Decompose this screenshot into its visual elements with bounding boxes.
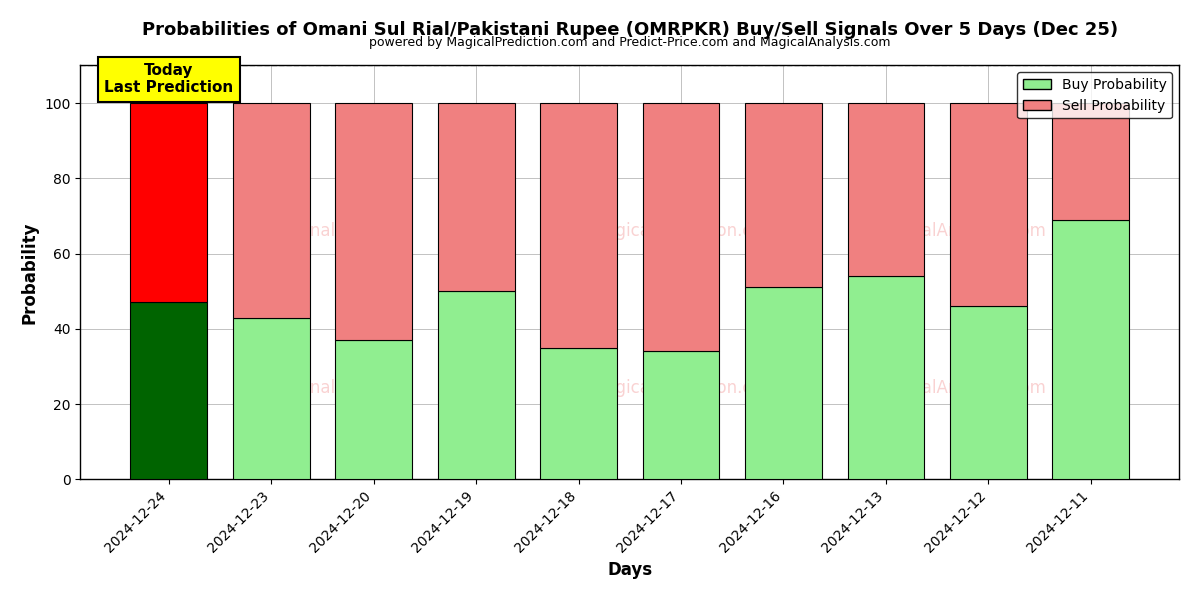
Bar [847,103,924,276]
Bar [745,103,822,287]
Bar [233,103,310,317]
Bar [950,103,1027,306]
Bar [438,291,515,479]
Bar [1052,103,1129,220]
Y-axis label: Probability: Probability [20,221,38,323]
Bar [233,317,310,479]
Bar [847,276,924,479]
Text: MagicalPrediction.com: MagicalPrediction.com [592,222,778,240]
Title: Probabilities of Omani Sul Rial/Pakistani Rupee (OMRPKR) Buy/Sell Signals Over 5: Probabilities of Omani Sul Rial/Pakistan… [142,21,1118,39]
Bar [540,103,617,347]
Bar [335,340,412,479]
Bar [438,103,515,291]
Text: MagicalPrediction.com: MagicalPrediction.com [592,379,778,397]
Bar [745,287,822,479]
Text: MagicalAnalysis.com: MagicalAnalysis.com [872,379,1046,397]
Bar [335,103,412,340]
Bar [950,306,1027,479]
Text: MagicalAnalysis.com: MagicalAnalysis.com [235,379,409,397]
Bar [1052,220,1129,479]
Bar [131,103,208,302]
Bar [131,302,208,479]
Text: powered by MagicalPrediction.com and Predict-Price.com and MagicalAnalysis.com: powered by MagicalPrediction.com and Pre… [370,36,890,49]
Bar [540,347,617,479]
X-axis label: Days: Days [607,561,653,579]
Legend: Buy Probability, Sell Probability: Buy Probability, Sell Probability [1018,73,1172,118]
Bar [643,103,720,352]
Text: MagicalAnalysis.com: MagicalAnalysis.com [235,222,409,240]
Text: MagicalAnalysis.com: MagicalAnalysis.com [872,222,1046,240]
Bar [643,352,720,479]
Text: Today
Last Prediction: Today Last Prediction [104,63,234,95]
